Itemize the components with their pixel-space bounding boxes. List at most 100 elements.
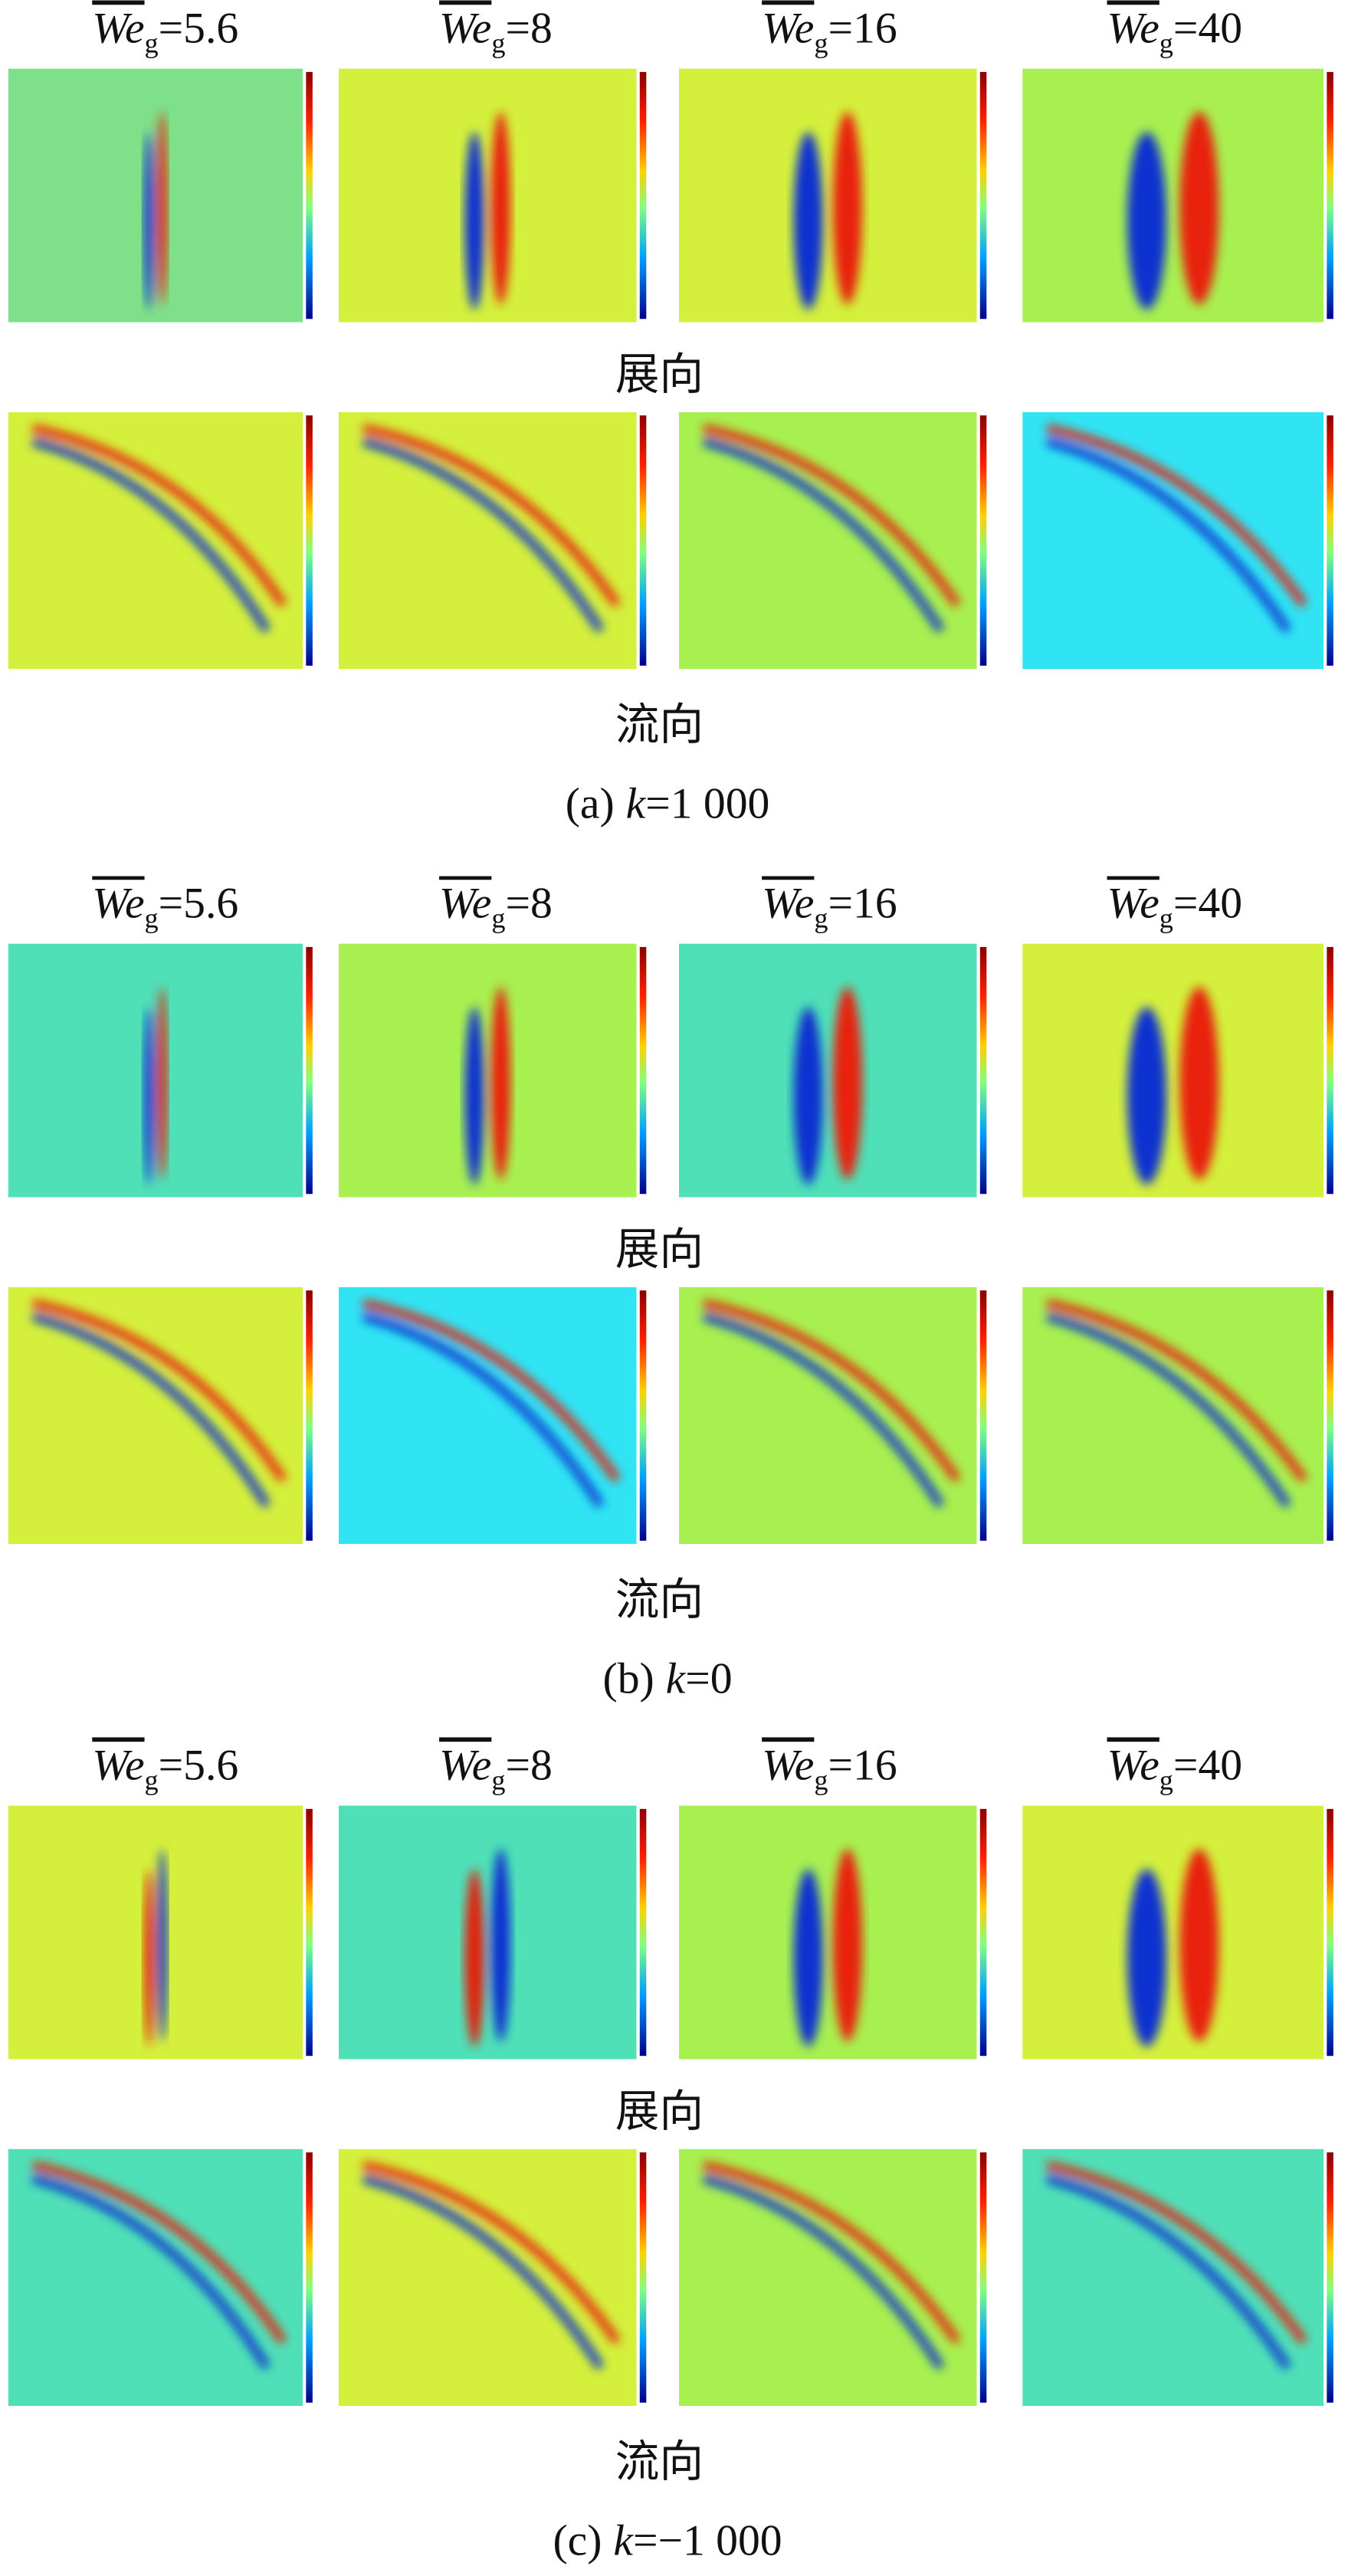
feature: [362, 438, 605, 633]
column-header: Weg=16: [762, 1741, 897, 1795]
panel-background: [1022, 411, 1324, 670]
colorbar: [639, 2152, 647, 2403]
panel-features: [793, 986, 863, 1185]
feature: [490, 111, 511, 305]
symbol: We: [439, 1741, 491, 1789]
feature: [702, 2161, 961, 2345]
colorbar: [979, 71, 987, 320]
value: =5.6: [159, 4, 239, 52]
panel-features: [1045, 1299, 1307, 1508]
panel-image: [339, 1805, 647, 2060]
caption-var: k: [626, 779, 647, 828]
symbol: We: [1107, 880, 1160, 928]
value: =8: [505, 880, 552, 928]
feature: [31, 2175, 271, 2370]
feature: [793, 1007, 823, 1185]
panel-image: [8, 1805, 313, 2060]
feature: [832, 111, 863, 305]
panel-features: [1127, 111, 1219, 310]
colorbar: [306, 415, 313, 666]
feature: [702, 1299, 961, 1483]
feature: [464, 1869, 484, 2047]
colorbar: [1327, 1290, 1333, 1541]
symbol: We: [439, 880, 491, 928]
symbol: We: [762, 1741, 814, 1789]
panel-background: [339, 68, 637, 323]
value: =40: [1173, 1741, 1242, 1789]
panel-features: [362, 2161, 621, 2370]
row-label: 展向: [615, 2086, 704, 2137]
value: =40: [1173, 4, 1242, 52]
panel-image: [679, 68, 987, 323]
row-label: 流向: [615, 2436, 704, 2487]
panel-image: [679, 943, 987, 1198]
panel-features: [793, 111, 863, 310]
subscript: g: [491, 1765, 505, 1795]
value: =16: [828, 4, 897, 52]
feature: [832, 1848, 863, 2042]
value: =5.6: [159, 880, 239, 928]
feature: [1045, 1313, 1291, 1508]
panel-features: [362, 424, 621, 633]
panel-features: [702, 2161, 961, 2370]
feature: [1179, 1848, 1219, 2042]
symbol: We: [762, 880, 814, 928]
subscript: g: [1160, 1765, 1173, 1795]
caption: (b) k=0: [603, 1654, 733, 1703]
feature: [157, 111, 167, 305]
feature: [464, 132, 484, 310]
caption-value: =0: [685, 1654, 732, 1703]
colorbar: [1327, 415, 1333, 666]
value: =16: [828, 1741, 897, 1789]
panel-background: [1022, 68, 1324, 323]
feature: [1046, 1299, 1307, 1483]
value: =8: [505, 1741, 552, 1789]
subscript: g: [1160, 28, 1173, 58]
colorbar: [639, 1808, 647, 2057]
column-header: Weg=40: [1107, 1741, 1243, 1795]
value: =16: [828, 880, 897, 928]
panel-image: [339, 943, 647, 1198]
subscript: g: [145, 1765, 159, 1795]
subscript: g: [814, 1765, 828, 1795]
subscript: g: [814, 28, 828, 58]
panel-background: [8, 2148, 303, 2407]
panel-features: [1045, 424, 1307, 633]
colorbar: [979, 1808, 987, 2057]
panel-image: [8, 943, 313, 1198]
feature: [832, 986, 863, 1180]
feature: [143, 1007, 154, 1185]
colorbar: [979, 2152, 987, 2403]
panel-image: [679, 2148, 987, 2407]
feature: [31, 2161, 287, 2345]
panel-background: [339, 411, 637, 670]
feature: [362, 2161, 621, 2345]
colorbar: [979, 946, 987, 1195]
feature: [793, 1869, 823, 2047]
feature: [1046, 424, 1307, 608]
panel-image: [8, 1286, 313, 1545]
caption-label: (a): [566, 779, 615, 828]
panel-features: [1127, 986, 1219, 1185]
column-header: Weg=40: [1107, 880, 1243, 934]
symbol: We: [1107, 4, 1160, 52]
panel-image: [339, 68, 647, 323]
feature: [1046, 2161, 1307, 2345]
panel-background: [8, 411, 303, 670]
panel-background: [679, 943, 977, 1198]
panel-image: [339, 411, 647, 670]
caption: (a) k=1 000: [566, 779, 770, 828]
panel-background: [8, 1805, 303, 2060]
feature: [702, 424, 961, 608]
row-label: 流向: [615, 1574, 704, 1625]
column-header: Weg=5.6: [92, 4, 238, 58]
colorbar: [639, 71, 647, 320]
panel-background: [1022, 1286, 1324, 1545]
colorbar: [306, 946, 313, 1195]
column-header: Weg=40: [1107, 4, 1243, 58]
panel-features: [143, 986, 167, 1185]
feature: [157, 1848, 167, 2042]
feature: [1179, 111, 1219, 305]
subscript: g: [814, 903, 828, 933]
panel-image: [339, 2148, 647, 2407]
